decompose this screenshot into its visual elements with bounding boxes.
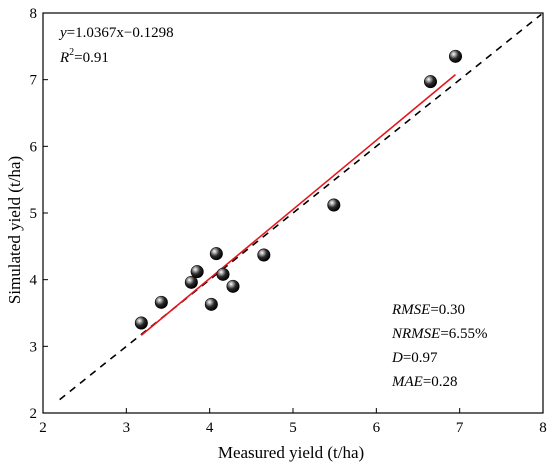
rmse-stat: RMSE=0.30 bbox=[391, 302, 465, 318]
data-point bbox=[209, 247, 223, 261]
r2-symbol: R bbox=[59, 50, 69, 66]
r-squared: R2=0.91 bbox=[59, 47, 109, 66]
x-tick-label: 7 bbox=[456, 420, 464, 436]
x-axis-label: Measured yield (t/ha) bbox=[218, 443, 364, 462]
points-layer bbox=[134, 49, 462, 330]
data-point bbox=[327, 198, 341, 212]
data-point bbox=[184, 275, 198, 289]
r2-value: =0.91 bbox=[74, 50, 109, 66]
y-tick-label: 7 bbox=[30, 73, 38, 89]
nrmse-label: NRMSE bbox=[391, 326, 440, 342]
mae-value: =0.28 bbox=[423, 374, 458, 390]
y-tick-label: 3 bbox=[30, 339, 38, 355]
x-tick-label: 2 bbox=[39, 420, 47, 436]
y-tick-label: 6 bbox=[30, 139, 38, 155]
r2-superscript: 2 bbox=[69, 47, 74, 58]
regression-line-layer bbox=[140, 74, 457, 336]
data-point bbox=[134, 316, 148, 330]
ticks-layer bbox=[43, 79, 461, 413]
x-tick-label: 8 bbox=[539, 420, 547, 436]
data-point bbox=[216, 267, 230, 281]
y-tick-label: 2 bbox=[30, 406, 38, 422]
y-tick-label: 5 bbox=[30, 206, 38, 222]
d-label: D bbox=[391, 350, 403, 366]
y-tick-label: 4 bbox=[30, 273, 38, 289]
data-point bbox=[204, 297, 218, 311]
data-point bbox=[423, 75, 437, 89]
x-tick-label: 3 bbox=[123, 420, 131, 436]
x-tick-label: 5 bbox=[289, 420, 297, 436]
regression-line bbox=[140, 74, 457, 336]
d-value: =0.97 bbox=[403, 350, 438, 366]
rmse-label: RMSE bbox=[391, 302, 430, 318]
d-stat: D=0.97 bbox=[391, 350, 438, 366]
regression-equation: y=1.0367x−0.1298 bbox=[58, 25, 174, 41]
data-point bbox=[154, 295, 168, 309]
y-axis-label: Simulated yield (t/ha) bbox=[5, 156, 24, 304]
data-point bbox=[226, 279, 240, 293]
y-tick-label: 8 bbox=[30, 6, 38, 22]
tick-labels-layer: 2 3 4 5 6 7 8 2 3 4 5 6 7 8 bbox=[30, 6, 547, 436]
nrmse-stat: NRMSE=6.55% bbox=[391, 326, 488, 342]
mae-label: MAE bbox=[391, 374, 423, 390]
x-tick-label: 4 bbox=[206, 420, 214, 436]
rmse-value: =0.30 bbox=[430, 302, 465, 318]
mae-stat: MAE=0.28 bbox=[391, 374, 458, 390]
x-tick-label: 6 bbox=[373, 420, 381, 436]
data-point bbox=[448, 49, 462, 63]
data-point bbox=[190, 265, 204, 279]
equation-y-symbol: y bbox=[58, 25, 67, 41]
equation-body: =1.0367x−0.1298 bbox=[67, 25, 174, 41]
nrmse-value: =6.55% bbox=[440, 326, 487, 342]
data-point bbox=[257, 248, 271, 262]
